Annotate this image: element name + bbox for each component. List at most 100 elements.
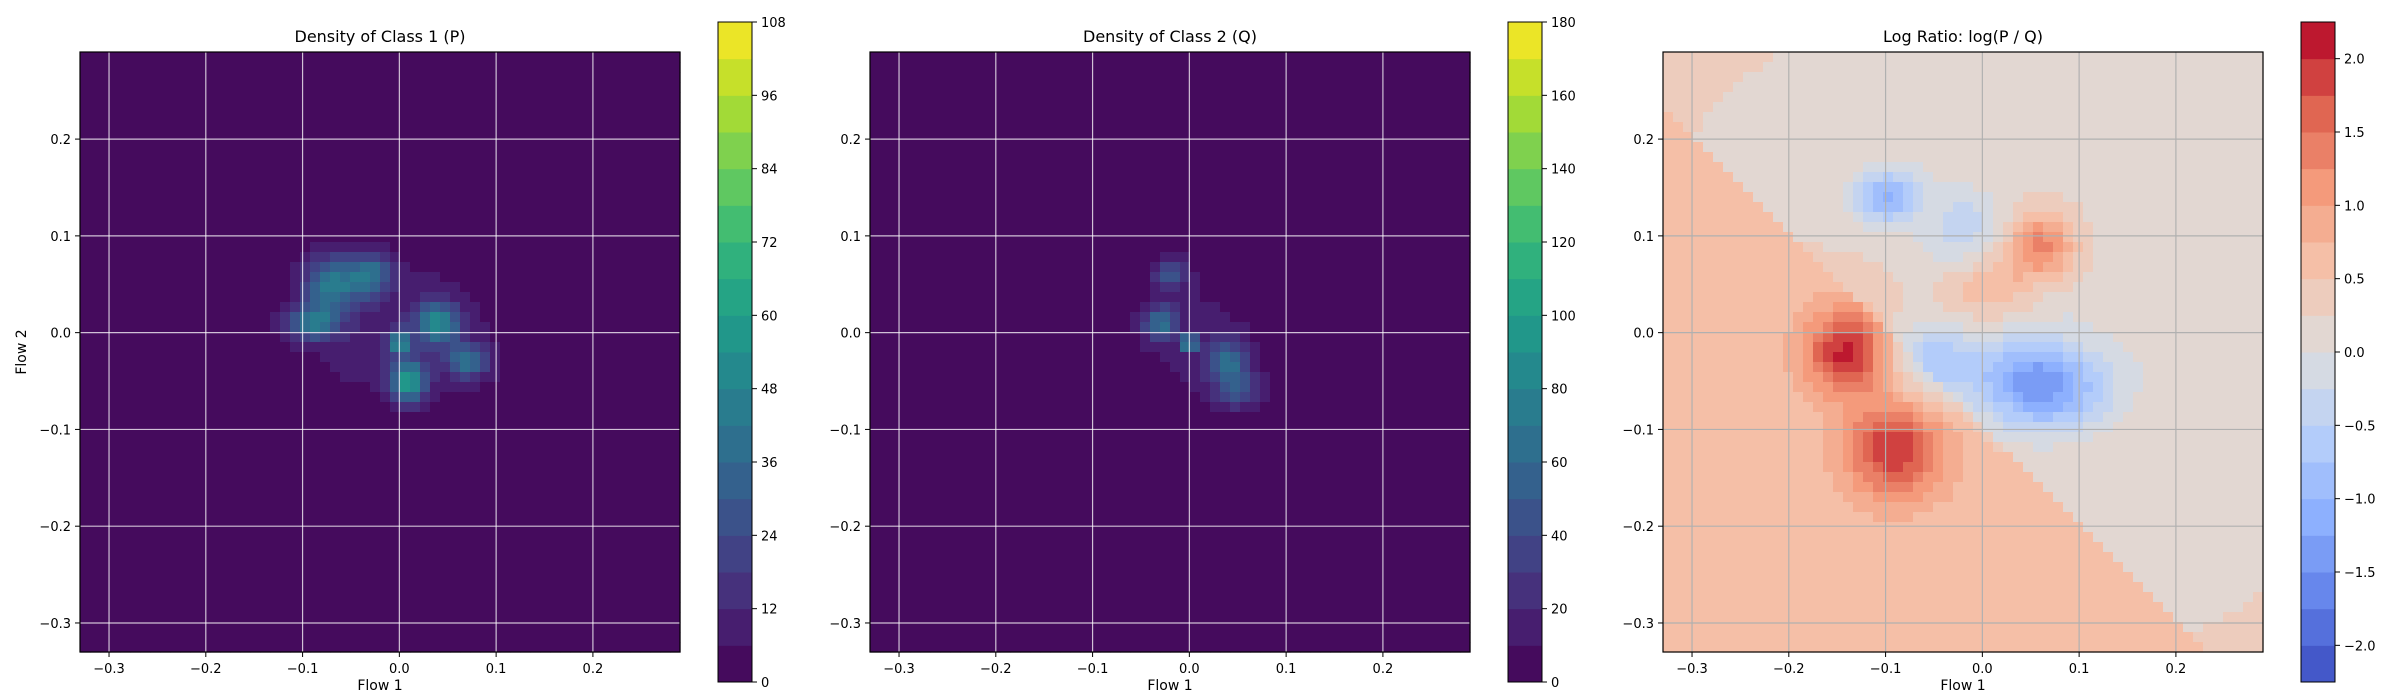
heatmap-cell xyxy=(640,422,651,433)
heatmap-cell xyxy=(530,562,541,573)
heatmap-cell xyxy=(1330,232,1341,243)
heatmap-cell xyxy=(190,442,201,453)
heatmap-cell xyxy=(1160,62,1171,73)
heatmap-cell xyxy=(430,322,441,333)
heatmap-cell xyxy=(1070,132,1081,143)
heatmap-cell xyxy=(290,212,301,223)
heatmap-cell xyxy=(1140,212,1151,223)
heatmap-cell xyxy=(300,642,311,653)
heatmap-cell xyxy=(670,402,681,413)
heatmap-cell xyxy=(380,542,391,553)
heatmap-cell xyxy=(1210,82,1221,93)
heatmap-cell xyxy=(1440,132,1451,143)
heatmap-cell xyxy=(1030,92,1041,103)
heatmap-cell xyxy=(1050,182,1061,193)
heatmap-cell xyxy=(530,112,541,123)
heatmap-cell xyxy=(80,512,91,523)
heatmap-cell xyxy=(460,52,471,63)
heatmap-cell xyxy=(610,92,621,103)
heatmap-cell xyxy=(190,622,201,633)
heatmap-cell xyxy=(210,372,221,383)
heatmap-cell xyxy=(1050,262,1061,273)
heatmap-cell xyxy=(560,552,571,563)
heatmap-cell xyxy=(350,92,361,103)
heatmap-cell xyxy=(930,202,941,213)
heatmap-cell xyxy=(120,512,131,523)
heatmap-cell xyxy=(530,242,541,253)
heatmap-cell xyxy=(490,272,501,283)
heatmap-cell xyxy=(610,182,621,193)
heatmap-cell xyxy=(520,312,531,323)
heatmap-cell xyxy=(1130,222,1141,233)
heatmap-cell xyxy=(560,282,571,293)
heatmap-cell xyxy=(600,292,611,303)
heatmap-cell xyxy=(1260,262,1271,273)
heatmap-cell xyxy=(590,292,601,303)
heatmap-cell xyxy=(360,602,371,613)
heatmap-cell xyxy=(400,262,411,273)
heatmap-cell xyxy=(180,602,191,613)
heatmap-cell xyxy=(220,452,231,463)
heatmap-cell xyxy=(500,392,511,403)
heatmap-cell xyxy=(450,182,461,193)
heatmap-cell xyxy=(530,142,541,153)
heatmap-cell xyxy=(160,152,171,163)
heatmap-cell xyxy=(270,142,281,153)
heatmap-cell xyxy=(370,572,381,583)
heatmap-cell xyxy=(610,392,621,403)
heatmap-cell xyxy=(1230,212,1241,223)
heatmap-cell xyxy=(940,232,951,243)
heatmap-cell xyxy=(160,82,171,93)
heatmap-cell xyxy=(1420,62,1431,73)
heatmap-cell xyxy=(640,622,651,633)
heatmap-cell xyxy=(160,592,171,603)
colorbar-tick-label: 84 xyxy=(761,163,778,178)
heatmap-cell xyxy=(560,162,571,173)
heatmap-cell xyxy=(1040,52,1051,63)
heatmap-cell xyxy=(160,492,171,503)
heatmap-cell xyxy=(320,432,331,443)
heatmap-cell xyxy=(1060,252,1071,263)
heatmap-cell xyxy=(170,82,181,93)
heatmap-cell xyxy=(440,122,451,133)
y-tick-label: −0.2 xyxy=(39,520,71,535)
heatmap-cell xyxy=(1060,72,1071,83)
heatmap-cell xyxy=(340,112,351,123)
heatmap-cell xyxy=(1280,192,1291,203)
heatmap-cell xyxy=(920,162,931,173)
heatmap-cell xyxy=(1380,212,1391,223)
heatmap-cell xyxy=(1290,72,1301,83)
heatmap-cell xyxy=(430,182,441,193)
heatmap-cell xyxy=(590,112,601,123)
heatmap-cell xyxy=(1350,242,1361,253)
colorbar-band xyxy=(718,535,752,573)
heatmap-cell xyxy=(150,542,161,553)
heatmap-cell xyxy=(560,62,571,73)
heatmap-cell xyxy=(540,492,551,503)
heatmap-cell xyxy=(170,472,181,483)
heatmap-cell xyxy=(1040,112,1051,123)
heatmap-cell xyxy=(480,222,491,233)
heatmap-cell xyxy=(1160,212,1171,223)
heatmap-cell xyxy=(1290,212,1301,223)
heatmap-cell xyxy=(450,72,461,83)
heatmap-cell xyxy=(660,642,671,653)
heatmap-cell xyxy=(630,532,641,543)
heatmap-cell xyxy=(910,112,921,123)
heatmap-cell xyxy=(110,482,121,493)
heatmap-cell xyxy=(470,302,481,313)
heatmap-cell xyxy=(1030,222,1041,233)
heatmap-cell xyxy=(100,582,111,593)
heatmap-cell xyxy=(160,342,171,353)
heatmap-cell xyxy=(1410,212,1421,223)
heatmap-cell xyxy=(440,542,451,553)
heatmap-cell xyxy=(130,242,141,253)
heatmap-cell xyxy=(560,192,571,203)
heatmap-cell xyxy=(610,522,621,533)
heatmap-cell xyxy=(920,182,931,193)
heatmap-cell xyxy=(1190,152,1201,163)
heatmap-cell xyxy=(80,212,91,223)
heatmap-cell xyxy=(890,182,901,193)
heatmap-cell xyxy=(600,492,611,503)
heatmap-cell xyxy=(470,632,481,643)
